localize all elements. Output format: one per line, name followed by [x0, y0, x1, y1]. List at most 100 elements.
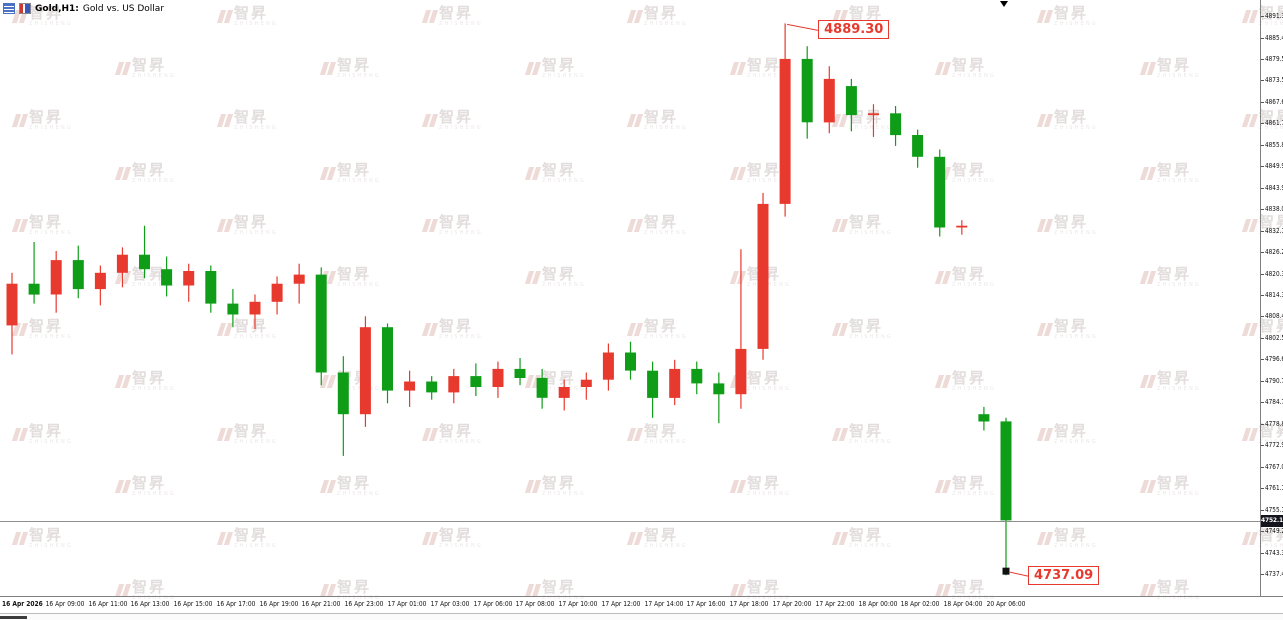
watermark-brand-cn: 智昇: [439, 317, 474, 336]
watermark-brand-en: ZHISHENG: [1054, 21, 1098, 27]
watermark-brand-cn: 智昇: [849, 212, 884, 231]
time-axis-label: 18 Apr 00:00: [858, 600, 897, 608]
watermark-brand-en: ZHISHENG: [1259, 21, 1283, 27]
candle: [757, 193, 769, 360]
watermark-brand-en: ZHISHENG: [132, 490, 176, 497]
watermark-brand-cn: 智昇: [234, 212, 269, 231]
price-axis-tick: [1261, 552, 1264, 554]
time-axis-label: 16 Apr 15:00: [173, 600, 213, 608]
candle: [28, 242, 40, 304]
candle: [890, 106, 902, 146]
candle: [602, 343, 614, 391]
time-axis-label: 20 Apr 06:00: [986, 600, 1026, 608]
price-axis-label: 4814.38: [1265, 291, 1283, 299]
watermark-brand-cn: 智昇: [132, 265, 167, 283]
watermark-brand-en: ZHISHENG: [952, 282, 996, 288]
price-axis-label: 4885.42: [1265, 33, 1283, 42]
watermark-brand-cn: 智昇: [1157, 473, 1192, 492]
watermark-brand-en: ZHISHENG: [1259, 438, 1283, 445]
time-axis-label: 16 Apr 11:00: [88, 600, 127, 608]
watermark-brand-en: ZHISHENG: [1157, 490, 1201, 497]
watermark-brand-en: ZHISHENG: [747, 386, 791, 393]
watermark-brand-cn: 智昇: [747, 473, 782, 492]
price-axis-label: 4749.26: [1265, 527, 1283, 535]
price-axis-tick: [1261, 509, 1264, 511]
watermark-brand-cn: 智昇: [1259, 526, 1283, 544]
watermark-brand-en: ZHISHENG: [849, 334, 893, 341]
watermark-brand-cn: 智昇: [337, 578, 372, 597]
price-axis-label: 4761.10: [1265, 484, 1283, 493]
price-axis-label: 4802.54: [1265, 333, 1283, 342]
price-axis-tick: [1261, 37, 1264, 39]
watermark-brand-cn: 智昇: [29, 108, 64, 127]
candle: [249, 294, 261, 329]
watermark-brand-cn: 智昇: [132, 369, 167, 388]
watermark-brand-en: ZHISHENG: [644, 438, 688, 445]
watermark-brand-en: ZHISHENG: [747, 490, 791, 497]
candle: [293, 263, 305, 304]
price-axis-label: 4873.58: [1265, 76, 1283, 85]
price-axis-label: 4767.02: [1265, 462, 1283, 471]
time-axis-label: 16 Apr 09:00: [45, 600, 85, 608]
candle: [337, 356, 349, 456]
time-axis-label: 16 Apr 13:00: [130, 600, 170, 608]
chart-plot-area[interactable]: Gold,H1: Gold vs. US Dollar 4889.30 4737…: [0, 0, 1260, 596]
watermark-brand-cn: 智昇: [644, 108, 679, 127]
watermark-brand-cn: 智昇: [542, 473, 577, 492]
watermark-brand-en: ZHISHENG: [29, 21, 73, 27]
watermark-brand-cn: 智昇: [952, 578, 987, 597]
watermark-brand-cn: 智昇: [29, 421, 64, 440]
chart-bars-icon[interactable]: [3, 3, 15, 14]
watermark-brand-en: ZHISHENG: [747, 73, 791, 80]
price-axis[interactable]: 4752.18 4891.34 4885.42 4879.50 4873.58 4867…: [1260, 0, 1283, 596]
price-axis-label: 4820.30: [1265, 269, 1283, 278]
price-axis-tick: [1261, 16, 1264, 17]
watermark-brand-cn: 智昇: [29, 317, 64, 336]
candle: [912, 129, 924, 168]
time-axis[interactable]: 16 Apr 2026 16 Apr 09:00 16 Apr 11:00 16 Ap…: [0, 596, 1283, 614]
time-axis-label: 18 Apr 02:00: [900, 600, 940, 608]
watermark-brand-cn: 智昇: [849, 4, 884, 22]
watermark-brand-en: ZHISHENG: [1054, 334, 1098, 341]
autoscroll-indicator-icon[interactable]: [1000, 1, 1008, 7]
watermark-brand-cn: 智昇: [1259, 421, 1283, 440]
watermark-brand-cn: 智昇: [1157, 578, 1192, 597]
watermark-brand-en: ZHISHENG: [1259, 543, 1283, 549]
horizontal-scrollbar-thumb[interactable]: [0, 616, 27, 619]
watermark-brand-cn: 智昇: [747, 56, 782, 75]
price-axis-label: 4772.94: [1265, 441, 1283, 450]
chart-candles-icon[interactable]: [19, 3, 31, 14]
watermark-brand-en: ZHISHENG: [439, 438, 483, 445]
watermark-brand-cn: 智昇: [542, 578, 577, 597]
price-axis-tick: [1261, 187, 1264, 189]
price-axis-label: 4891.34: [1265, 12, 1283, 20]
watermark-brand-cn: 智昇: [439, 212, 474, 231]
chart-title: Gold,H1: Gold vs. US Dollar: [3, 3, 164, 14]
time-axis-label: 17 Apr 08:00: [515, 600, 555, 608]
candle: [492, 361, 504, 398]
watermark-brand-cn: 智昇: [644, 212, 679, 231]
